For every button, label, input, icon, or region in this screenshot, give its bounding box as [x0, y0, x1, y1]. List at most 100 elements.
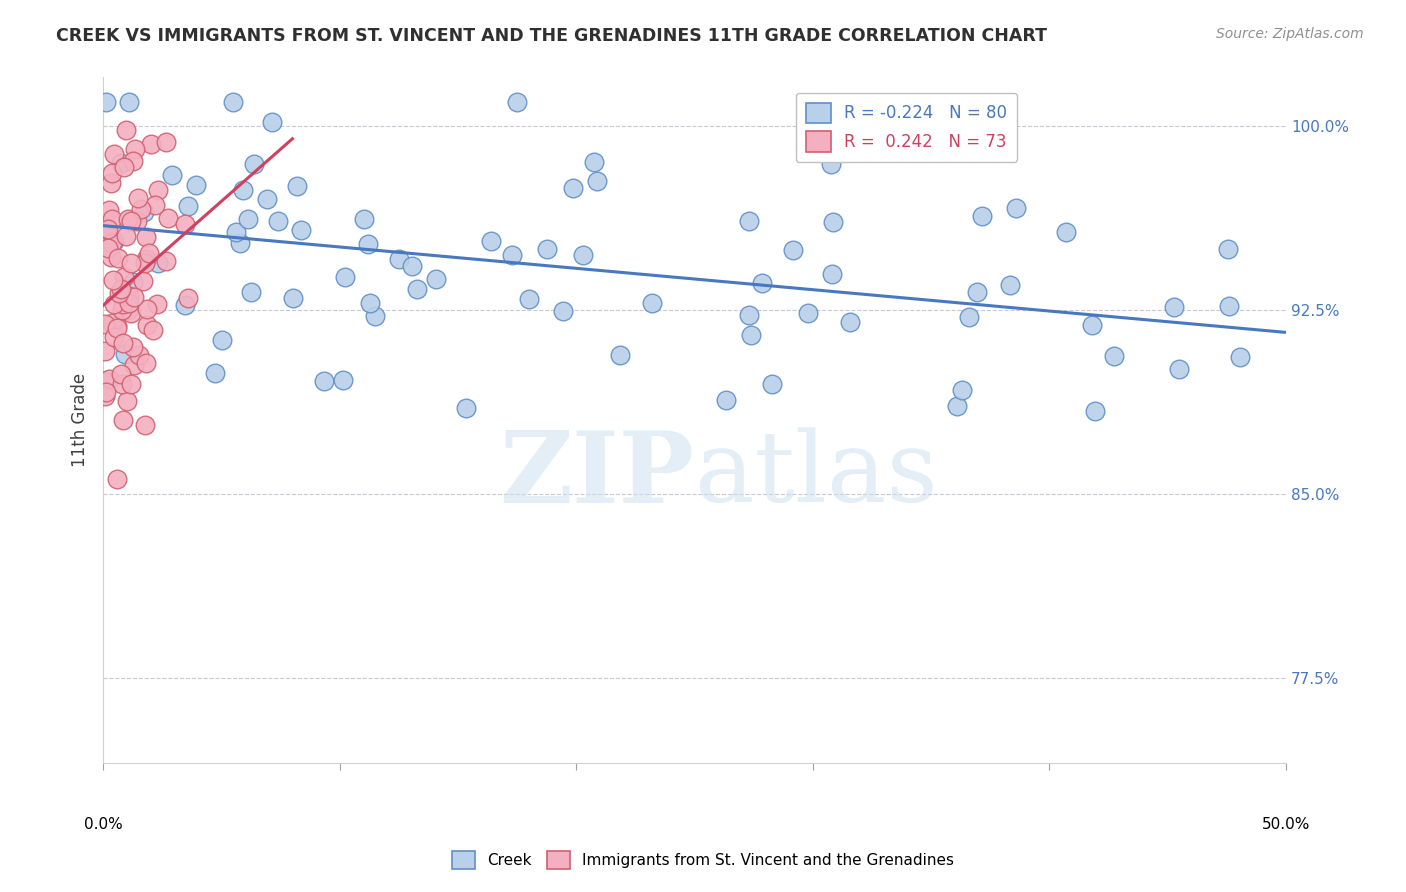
Point	[155, 136, 177, 150]
Point	[388, 252, 411, 267]
Point	[101, 317, 124, 331]
Point	[281, 291, 304, 305]
Point	[517, 292, 540, 306]
Point	[100, 176, 122, 190]
Point	[155, 254, 177, 268]
Point	[714, 392, 737, 407]
Point	[536, 242, 558, 256]
Point	[562, 181, 585, 195]
Point	[177, 199, 200, 213]
Point	[609, 348, 631, 362]
Point	[148, 256, 170, 270]
Point	[839, 315, 862, 329]
Point	[406, 282, 429, 296]
Point	[821, 267, 844, 281]
Point	[1218, 242, 1240, 256]
Point	[738, 308, 761, 322]
Point	[98, 203, 121, 218]
Point	[110, 282, 132, 296]
Point	[314, 375, 336, 389]
Legend: R = -0.224   N = 80, R =  0.242   N = 73: R = -0.224 N = 80, R = 0.242 N = 73	[796, 93, 1018, 161]
Point	[1054, 225, 1077, 239]
Point	[103, 234, 125, 248]
Point	[333, 269, 356, 284]
Point	[1005, 201, 1028, 215]
Point	[262, 115, 284, 129]
Point	[97, 372, 120, 386]
Point	[359, 295, 381, 310]
Point	[1000, 277, 1022, 292]
Point	[100, 250, 122, 264]
Point	[110, 367, 132, 381]
Point	[112, 269, 135, 284]
Point	[115, 393, 138, 408]
Point	[115, 123, 138, 137]
Point	[105, 319, 128, 334]
Point	[174, 217, 197, 231]
Point	[120, 255, 142, 269]
Point	[94, 374, 117, 388]
Point	[353, 212, 375, 227]
Point	[135, 301, 157, 316]
Point	[1229, 351, 1251, 365]
Point	[122, 275, 145, 289]
Text: CREEK VS IMMIGRANTS FROM ST. VINCENT AND THE GRENADINES 11TH GRADE CORRELATION C: CREEK VS IMMIGRANTS FROM ST. VINCENT AND…	[56, 27, 1047, 45]
Point	[94, 385, 117, 400]
Legend: Creek, Immigrants from St. Vincent and the Grenadines: Creek, Immigrants from St. Vincent and t…	[446, 845, 960, 875]
Point	[1084, 404, 1107, 418]
Point	[124, 142, 146, 156]
Point	[211, 333, 233, 347]
Point	[94, 221, 117, 235]
Point	[118, 289, 141, 303]
Point	[134, 252, 156, 267]
Point	[108, 286, 131, 301]
Point	[160, 168, 183, 182]
Point	[117, 296, 139, 310]
Point	[134, 417, 156, 432]
Point	[101, 166, 124, 180]
Point	[243, 157, 266, 171]
Point	[221, 95, 243, 109]
Point	[823, 215, 845, 229]
Point	[131, 274, 153, 288]
Point	[505, 95, 527, 109]
Point	[94, 317, 117, 331]
Point	[122, 340, 145, 354]
Point	[105, 472, 128, 486]
Point	[970, 209, 993, 223]
Point	[128, 347, 150, 361]
Point	[184, 178, 207, 193]
Point	[125, 214, 148, 228]
Point	[479, 234, 502, 248]
Point	[135, 230, 157, 244]
Text: 50.0%: 50.0%	[1261, 817, 1310, 832]
Point	[134, 256, 156, 270]
Point	[96, 222, 118, 236]
Point	[94, 344, 117, 359]
Point	[1081, 318, 1104, 332]
Point	[97, 222, 120, 236]
Point	[97, 241, 120, 255]
Point	[117, 211, 139, 226]
Point	[142, 324, 165, 338]
Point	[1102, 349, 1125, 363]
Point	[285, 179, 308, 194]
Point	[229, 236, 252, 251]
Point	[135, 318, 157, 333]
Point	[290, 223, 312, 237]
Point	[111, 376, 134, 391]
Point	[738, 214, 761, 228]
Point	[115, 228, 138, 243]
Point	[120, 376, 142, 391]
Point	[105, 320, 128, 334]
Point	[571, 248, 593, 262]
Point	[103, 147, 125, 161]
Point	[740, 328, 762, 343]
Point	[454, 401, 477, 416]
Point	[101, 273, 124, 287]
Text: atlas: atlas	[695, 427, 938, 524]
Point	[156, 211, 179, 226]
Point	[103, 297, 125, 311]
Point	[425, 272, 447, 286]
Point	[225, 225, 247, 239]
